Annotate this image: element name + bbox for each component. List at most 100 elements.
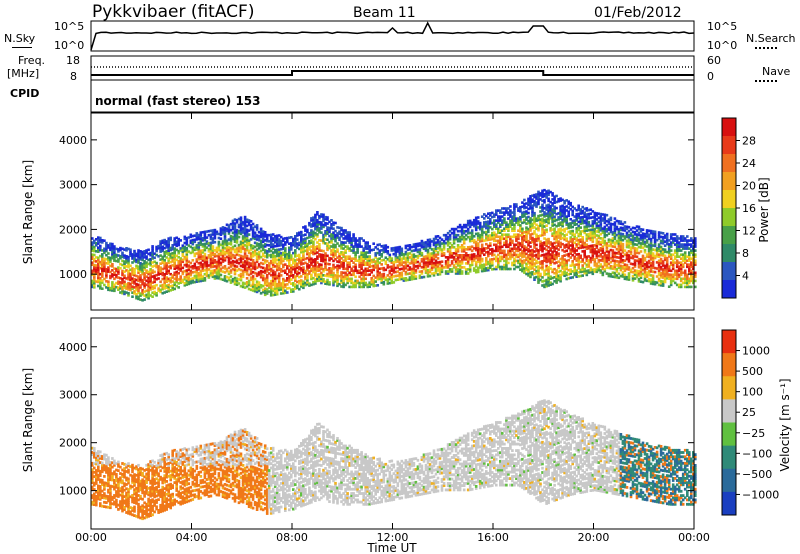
heatmap-cell [436, 239, 440, 242]
heatmap-cell [509, 243, 512, 247]
heatmap-cell [265, 290, 269, 293]
heatmap-cell [354, 281, 357, 285]
heatmap-cell [474, 224, 478, 228]
heatmap-cell [237, 249, 241, 253]
heatmap-cell [412, 249, 416, 252]
heatmap-cell [571, 225, 574, 229]
heatmap-cell [328, 256, 331, 260]
heatmap-cell [573, 255, 576, 259]
heatmap-cell [163, 254, 166, 258]
heatmap-cell [579, 274, 582, 278]
heatmap-cell [143, 276, 146, 279]
heatmap-cell [111, 252, 114, 256]
heatmap-cell [480, 259, 484, 263]
heatmap-cell [125, 259, 128, 262]
heatmap-cell [167, 259, 170, 263]
heatmap-cell [537, 196, 540, 200]
heatmap-cell [531, 264, 534, 268]
heatmap-cell [227, 232, 231, 235]
heatmap-cell [549, 229, 552, 232]
heatmap-cell [227, 260, 231, 263]
heatmap-cell [621, 228, 625, 232]
heatmap-cell [219, 231, 223, 234]
heatmap-cell [265, 282, 269, 285]
heatmap-cell [505, 255, 508, 259]
heatmap-cell [462, 239, 466, 243]
heatmap-cell [483, 269, 486, 273]
heatmap-cell [537, 265, 540, 268]
heatmap-cell [384, 244, 388, 247]
heatmap-cell [207, 254, 211, 257]
heatmap-cell [382, 272, 386, 276]
heatmap-cell [310, 245, 313, 248]
heatmap-cell [324, 242, 327, 245]
heatmap-cell [386, 252, 390, 255]
heatmap-cell [611, 259, 615, 262]
heatmap-cell [493, 219, 496, 222]
heatmap-cell [589, 250, 593, 254]
heatmap-cell [629, 240, 633, 243]
heatmap-cell [587, 224, 591, 228]
heatmap-cell [537, 249, 540, 252]
heatmap-cell [308, 240, 311, 243]
heatmap-cell [253, 241, 257, 245]
heatmap-cell [460, 270, 464, 273]
heatmap-cell [117, 250, 120, 253]
heatmap-cell [153, 286, 156, 290]
heatmap-cell [551, 216, 554, 219]
heatmap-cell [593, 248, 597, 251]
heatmap-cell [485, 224, 488, 228]
heatmap-cell [362, 249, 365, 252]
heatmap-cell [513, 209, 516, 212]
heatmap-cell [539, 266, 542, 270]
heatmap-cell [364, 267, 367, 271]
heatmap-cell [165, 266, 168, 269]
heatmap-cell [569, 252, 572, 255]
heatmap-cell [545, 258, 548, 262]
heatmap-cell [275, 254, 279, 258]
heatmap-cell [255, 280, 259, 284]
heatmap-cell [557, 230, 560, 233]
heatmap-cell [165, 246, 168, 249]
heatmap-cell [275, 242, 279, 246]
heatmap-cell [141, 293, 144, 296]
heatmap-cell [561, 265, 564, 268]
heatmap-cell [511, 211, 514, 214]
heatmap-cell [519, 210, 522, 213]
heatmap-cell [107, 288, 110, 292]
heatmap-cell [209, 263, 213, 267]
heatmap-cell [300, 238, 303, 242]
heatmap-cell [269, 283, 273, 287]
heatmap-cell [199, 263, 203, 267]
heatmap-cell [563, 258, 566, 261]
heatmap-cell [350, 237, 353, 240]
heatmap-cell [621, 273, 625, 276]
heatmap-cell [117, 248, 120, 251]
heatmap-cell [284, 291, 287, 295]
heatmap-cell [541, 223, 544, 227]
heatmap-cell [340, 275, 343, 278]
heatmap-cell [561, 208, 564, 212]
heatmap-cell [324, 260, 327, 263]
heatmap-cell [308, 221, 311, 225]
heatmap-cell [553, 280, 556, 283]
heatmap-cell [193, 238, 197, 242]
heatmap-cell [535, 193, 538, 196]
heatmap-cell [253, 289, 257, 293]
heatmap-cell [406, 248, 410, 251]
heatmap-cell [300, 240, 303, 244]
heatmap-cell [621, 251, 625, 254]
heatmap-cell [585, 227, 589, 230]
heatmap-cell [245, 285, 249, 288]
heatmap-cell [565, 265, 568, 269]
heatmap-cell [300, 246, 303, 250]
heatmap-cell [422, 241, 426, 245]
heatmap-cell [603, 229, 607, 233]
heatmap-cell [404, 266, 408, 270]
heatmap-cell [625, 241, 629, 245]
heatmap-cell [456, 270, 460, 273]
heatmap-cell [533, 244, 536, 247]
heatmap-cell [199, 273, 203, 277]
heatmap-cell [330, 241, 333, 244]
heatmap-cell [273, 265, 277, 268]
